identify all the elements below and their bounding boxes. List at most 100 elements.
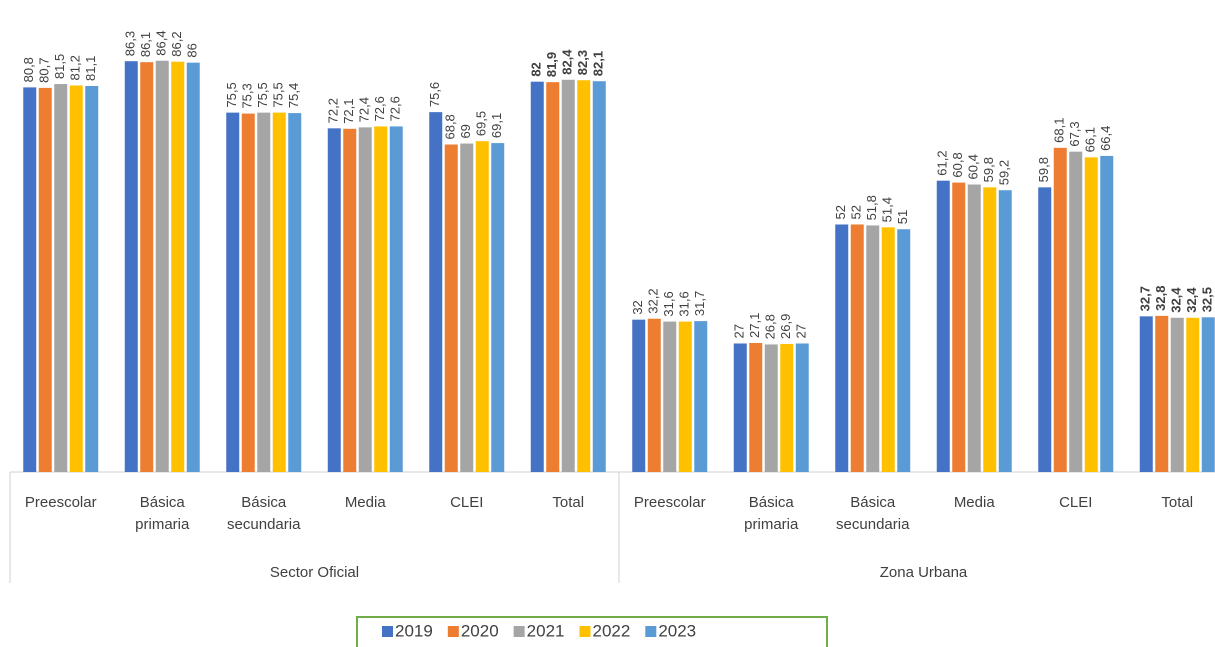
bar [764, 344, 778, 472]
bar [288, 113, 302, 472]
data-label: 51,8 [864, 195, 879, 220]
data-label: 75,5 [271, 82, 286, 107]
bar [272, 112, 286, 473]
data-label: 27 [794, 324, 809, 338]
bar [1139, 316, 1153, 472]
bar [1155, 315, 1169, 472]
data-label: 27,1 [747, 313, 762, 338]
bar [38, 87, 52, 473]
data-label: 86,1 [138, 32, 153, 57]
legend-label: 2023 [658, 621, 696, 640]
x-tick-label: CLEI [450, 494, 483, 511]
data-label: 26,9 [778, 314, 793, 339]
bar [952, 182, 966, 473]
bar [257, 112, 271, 473]
data-label: 68,8 [443, 114, 458, 139]
data-label: 82,4 [560, 49, 575, 75]
bar [1201, 317, 1215, 472]
x-tick-label: Preescolar [634, 494, 706, 511]
bar [358, 127, 372, 472]
bar [241, 113, 255, 473]
bar [795, 343, 809, 472]
data-label: 82,3 [575, 50, 590, 75]
data-label: 81,2 [68, 55, 83, 80]
bar [967, 184, 981, 472]
x-tick-label: Preescolar [25, 494, 97, 511]
legend-label: 2022 [592, 621, 630, 640]
legend-swatch [382, 626, 393, 637]
bar [897, 229, 911, 472]
data-label: 52 [849, 205, 864, 219]
data-label: 32,4 [1169, 287, 1184, 313]
group-label: Zona Urbana [880, 564, 968, 581]
data-label: 67,3 [1067, 121, 1082, 146]
x-tick-label: Básica secundaria [836, 494, 910, 533]
bar [998, 190, 1012, 472]
data-label: 31,7 [692, 291, 707, 316]
group-label: Sector Oficial [270, 564, 359, 581]
bar [1038, 187, 1052, 473]
data-label: 81,9 [544, 52, 559, 77]
data-label: 31,6 [661, 291, 676, 316]
bar [749, 343, 763, 472]
legend-box [356, 616, 828, 647]
bar [444, 144, 458, 472]
data-label: 66,1 [1083, 127, 1098, 152]
legend-swatch [513, 626, 525, 637]
data-label: 69 [458, 124, 473, 138]
bar [835, 224, 849, 472]
data-label: 75,5 [255, 82, 270, 107]
legend-swatch [645, 626, 657, 637]
x-tick-label: Media [954, 494, 996, 511]
data-label: 59,2 [997, 160, 1012, 185]
bar [226, 112, 240, 473]
data-label: 60,4 [966, 154, 981, 179]
bar [171, 61, 185, 473]
data-label: 86,2 [169, 31, 184, 56]
bar [850, 224, 864, 472]
bar [936, 180, 950, 473]
bar [663, 321, 677, 472]
bar [23, 87, 37, 472]
bar [69, 85, 83, 472]
bar [1100, 155, 1114, 472]
data-label: 86,3 [123, 31, 138, 56]
data-label: 80,8 [21, 57, 36, 82]
data-label: 59,8 [981, 157, 996, 182]
data-label: 82,1 [591, 51, 606, 76]
data-label: 32,4 [1184, 287, 1199, 313]
bar [475, 141, 489, 472]
x-tick-label: CLEI [1059, 494, 1092, 511]
bar [881, 227, 895, 472]
data-label: 61,2 [935, 150, 950, 175]
data-label: 66,4 [1098, 126, 1113, 151]
bar [647, 318, 661, 472]
x-tick-label: Media [345, 494, 387, 511]
data-label: 52 [833, 205, 848, 219]
bar [1069, 151, 1083, 473]
data-label: 72,6 [372, 96, 387, 121]
data-label: 86 [185, 43, 200, 57]
data-label: 69,5 [474, 111, 489, 136]
bar [561, 79, 575, 472]
bar [530, 81, 544, 473]
bar [546, 82, 560, 472]
data-label: 32 [630, 300, 645, 314]
data-label: 81,5 [52, 54, 67, 79]
x-tick-label: Básica primaria [744, 494, 799, 533]
bar [327, 128, 341, 472]
bar [1170, 317, 1184, 472]
bar [694, 321, 708, 472]
x-tick-label: Básica primaria [135, 494, 190, 533]
data-label: 27 [732, 324, 747, 338]
bar [389, 126, 403, 472]
data-label: 75,6 [427, 82, 442, 107]
bar [1084, 157, 1098, 472]
bar [577, 80, 591, 472]
bar [1186, 317, 1200, 472]
data-label: 86,4 [154, 30, 169, 55]
data-label: 51 [895, 210, 910, 224]
data-label: 72,2 [326, 98, 341, 123]
bar [632, 319, 646, 472]
data-label: 60,8 [950, 152, 965, 177]
